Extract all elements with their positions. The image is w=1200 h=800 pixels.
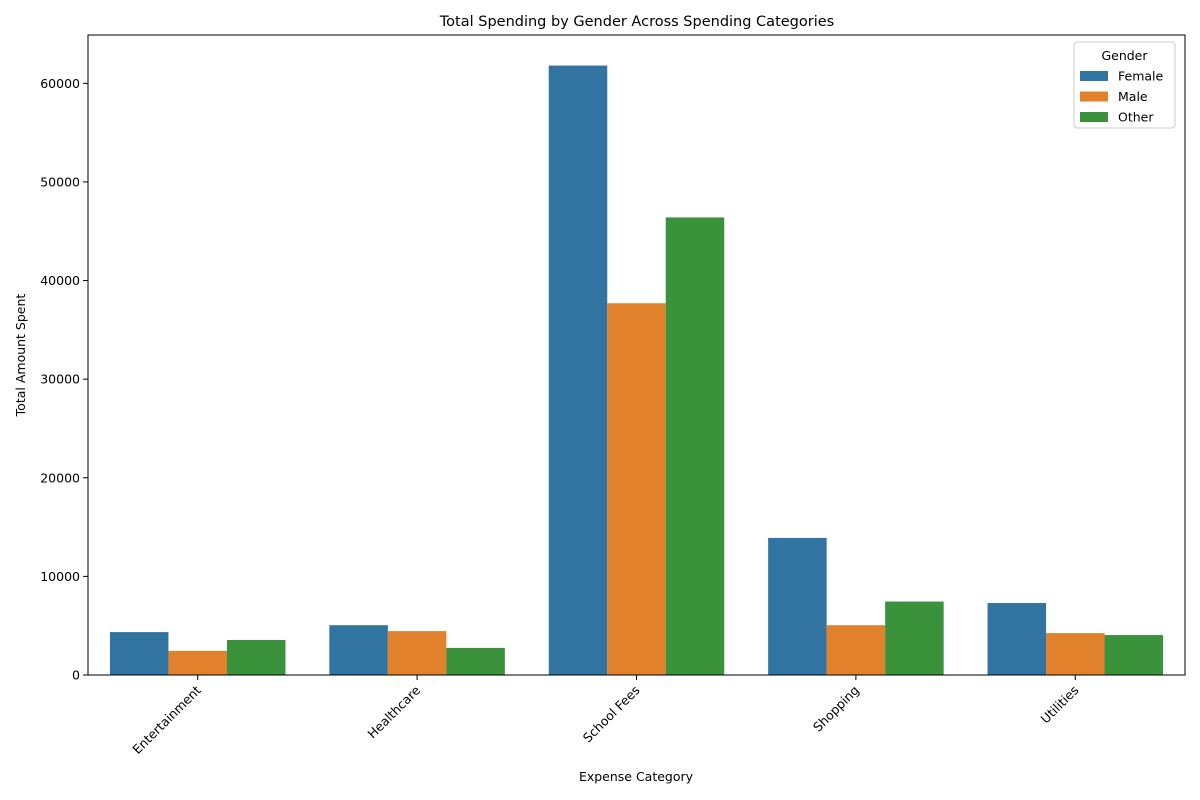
bar-male-school-fees xyxy=(607,303,666,675)
bar-other-entertainment xyxy=(226,639,286,675)
y-tick-label: 40000 xyxy=(40,273,80,288)
y-tick-label: 0 xyxy=(72,668,80,683)
y-tick-label: 60000 xyxy=(40,76,80,91)
legend-box xyxy=(1073,41,1176,129)
bar-female-entertainment xyxy=(109,632,169,675)
chart-title: Total Spending by Gender Across Spending… xyxy=(439,14,834,30)
y-tick-label: 30000 xyxy=(40,372,80,387)
legend-swatch-other xyxy=(1080,112,1108,122)
legend-label-male: Male xyxy=(1118,89,1148,104)
bar-female-school-fees xyxy=(548,65,608,675)
bar-male-shopping xyxy=(826,625,886,675)
x-axis-label: Expense Category xyxy=(579,769,694,784)
legend-label-other: Other xyxy=(1118,110,1154,125)
legend-swatch-female xyxy=(1080,71,1108,81)
y-axis: 0 10000 20000 30000 40000 50000 60000 xyxy=(40,76,88,683)
legend: Gender Female Male Other xyxy=(1073,41,1176,129)
bar-male-entertainment xyxy=(168,650,227,675)
bar-other-utilities xyxy=(1104,635,1164,675)
y-tick-label: 50000 xyxy=(40,174,80,189)
y-axis-label: Total Amount Spent xyxy=(13,294,28,418)
bar-female-healthcare xyxy=(329,625,388,675)
bar-male-utilities xyxy=(1046,633,1105,675)
legend-title: Gender xyxy=(1101,48,1148,63)
bar-male-healthcare xyxy=(387,631,447,675)
bar-female-utilities xyxy=(987,603,1047,675)
plot-frame xyxy=(87,34,1186,676)
bar-female-shopping xyxy=(768,537,827,675)
legend-label-female: Female xyxy=(1118,69,1164,84)
bar-other-healthcare xyxy=(446,647,505,675)
bar-other-school-fees xyxy=(665,217,725,675)
legend-swatch-male xyxy=(1080,91,1108,102)
bar-other-shopping xyxy=(885,601,944,675)
y-tick-label: 10000 xyxy=(40,569,80,584)
bars-layer xyxy=(109,65,1164,675)
y-tick-label: 20000 xyxy=(40,470,80,485)
